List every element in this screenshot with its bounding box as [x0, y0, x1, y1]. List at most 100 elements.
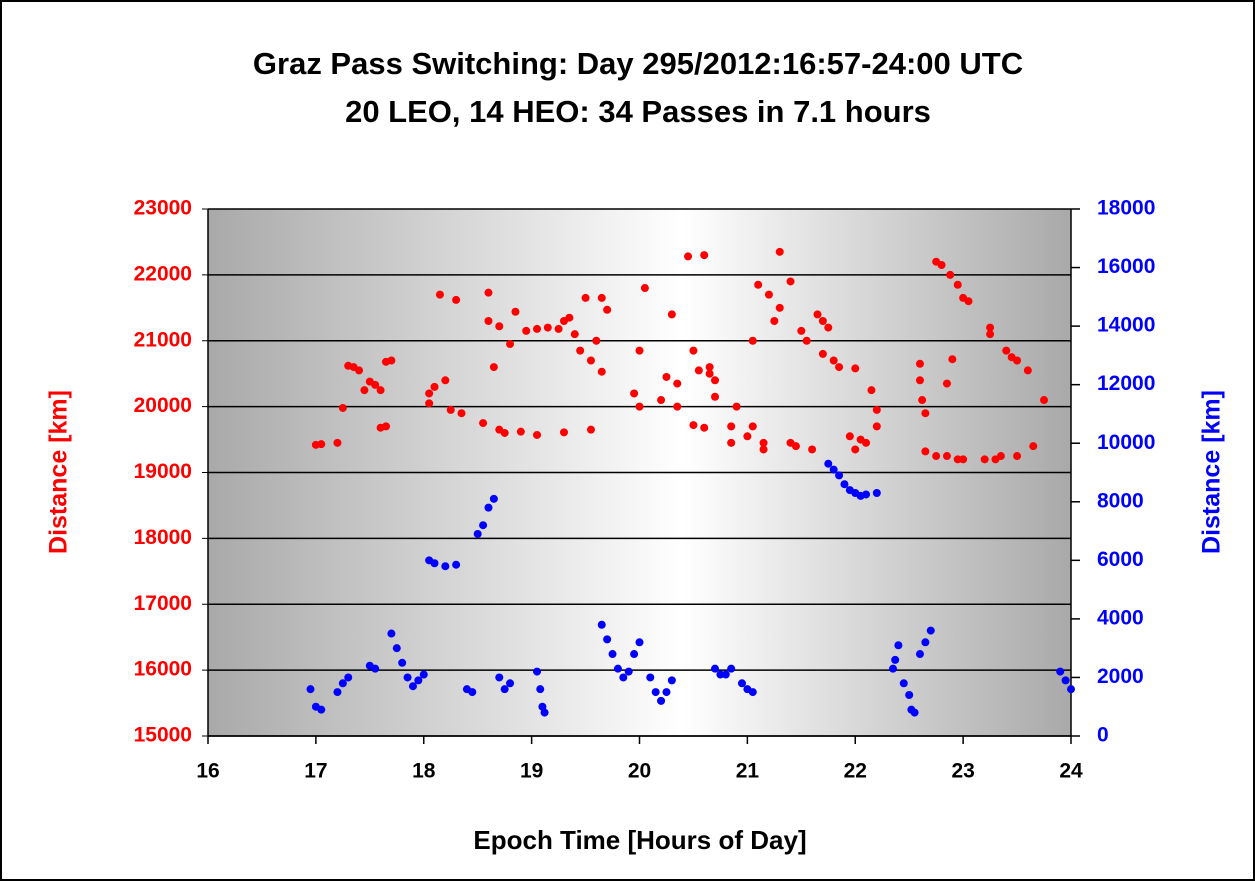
x-tick-label: 20: [628, 760, 651, 783]
point: [829, 356, 838, 365]
point: [845, 432, 854, 441]
point: [403, 673, 412, 682]
point: [705, 363, 714, 372]
point: [1023, 366, 1032, 375]
point: [597, 620, 606, 629]
x-tick-label: 18: [412, 760, 436, 783]
point: [1056, 667, 1065, 676]
point: [1040, 396, 1049, 405]
point: [554, 324, 563, 333]
point: [414, 676, 423, 685]
point: [317, 705, 326, 714]
point: [808, 445, 817, 454]
y-tick-label: 18000: [134, 526, 192, 549]
point: [986, 330, 995, 339]
point: [387, 356, 396, 365]
point: [915, 650, 924, 659]
point: [506, 340, 515, 349]
point: [603, 305, 612, 314]
point: [721, 670, 730, 679]
point: [700, 251, 709, 260]
point: [689, 346, 698, 355]
point: [441, 376, 450, 385]
y-tick-label: 22000: [134, 262, 192, 285]
y-tick-label: 21000: [134, 328, 192, 351]
point: [775, 247, 784, 256]
y-tick-label: 16000: [134, 658, 192, 681]
point: [651, 688, 660, 697]
point: [540, 708, 549, 717]
point: [770, 316, 779, 325]
point: [754, 280, 763, 289]
point: [511, 307, 520, 316]
point: [851, 445, 860, 454]
point: [759, 438, 768, 447]
point: [942, 379, 951, 388]
point: [398, 658, 407, 667]
point: [662, 688, 671, 697]
point: [824, 323, 833, 332]
point: [667, 676, 676, 685]
point: [946, 270, 955, 279]
point: [446, 405, 455, 414]
point: [829, 465, 838, 474]
point: [786, 277, 795, 286]
point: [948, 355, 957, 364]
point: [711, 664, 720, 673]
point: [813, 310, 822, 319]
point: [926, 626, 935, 635]
point: [802, 336, 811, 345]
point: [748, 336, 757, 345]
y-tick-label: 23000: [134, 197, 192, 220]
point: [479, 521, 488, 530]
point: [964, 297, 973, 306]
point: [915, 359, 924, 368]
point: [791, 442, 800, 451]
point: [630, 650, 639, 659]
point: [689, 421, 698, 430]
point: [479, 419, 488, 428]
y-tick-label: 20000: [134, 394, 192, 417]
point: [425, 389, 434, 398]
y2-tick-label: 18000: [1097, 197, 1155, 220]
point: [533, 667, 542, 676]
point: [872, 488, 881, 497]
point: [1067, 685, 1075, 694]
y2-tick-label: 10000: [1097, 431, 1155, 454]
point: [921, 447, 930, 456]
point: [818, 316, 827, 325]
point: [918, 396, 927, 405]
point: [1013, 452, 1022, 461]
point: [1013, 356, 1022, 365]
point: [711, 392, 720, 401]
point: [737, 679, 746, 688]
y2-tick-label: 4000: [1097, 606, 1144, 629]
point: [824, 459, 833, 468]
point: [430, 559, 439, 568]
point: [673, 379, 682, 388]
point: [635, 346, 644, 355]
point: [360, 386, 369, 395]
chart-subtitle: 20 LEO, 14 HEO: 34 Passes in 7.1 hours: [345, 94, 931, 129]
point: [392, 644, 401, 653]
point: [484, 316, 493, 325]
point: [565, 313, 574, 322]
point: [705, 369, 714, 378]
point: [597, 293, 606, 302]
point: [667, 310, 676, 319]
point: [559, 428, 568, 437]
point: [759, 445, 768, 454]
point: [953, 280, 962, 289]
point: [516, 427, 525, 436]
point: [942, 452, 951, 461]
point: [338, 403, 347, 412]
point: [640, 284, 649, 293]
point: [727, 422, 736, 431]
point: [727, 438, 736, 447]
y2-tick-label: 12000: [1097, 372, 1155, 395]
point: [430, 382, 439, 391]
point: [996, 452, 1005, 461]
point: [867, 386, 876, 395]
point: [932, 452, 941, 461]
